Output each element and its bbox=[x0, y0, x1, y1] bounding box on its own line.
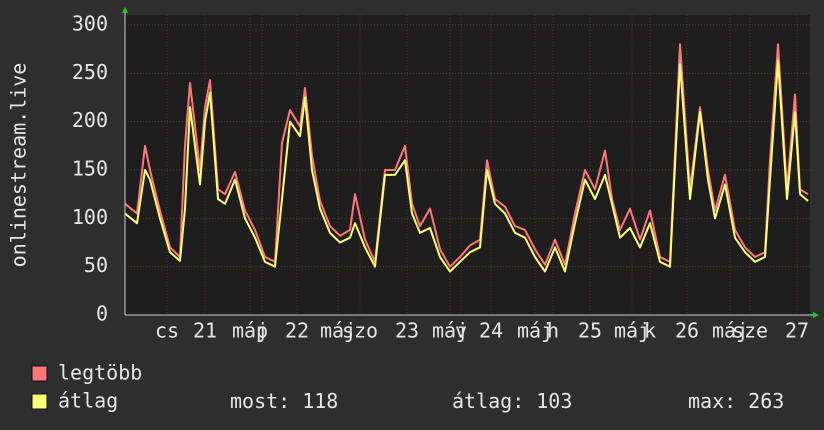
x-tick-label: 24 bbox=[479, 319, 503, 343]
x-tick-label: h bbox=[547, 319, 559, 343]
x-tick-label: 26 bbox=[675, 319, 699, 343]
x-tick-label: máj bbox=[517, 319, 553, 343]
y-tick-label: 100 bbox=[72, 205, 108, 229]
x-tick-label: sze bbox=[732, 319, 768, 343]
legend: legtöbb átlag most: 118 átlag: 103 max: 263 bbox=[31, 361, 784, 413]
plot-area bbox=[125, 15, 810, 315]
x-tick-label: máj bbox=[232, 319, 268, 343]
x-tick-label: 27 bbox=[785, 319, 809, 343]
x-tick-label: k bbox=[644, 319, 656, 343]
stat-label: átlag: bbox=[452, 389, 524, 413]
legend-label: átlag bbox=[58, 389, 118, 413]
y-tick-label: 200 bbox=[72, 108, 108, 132]
axis-arrow bbox=[813, 312, 819, 318]
series-line bbox=[124, 59, 809, 273]
x-tick-label: máj bbox=[320, 319, 356, 343]
x-tick-label: máj bbox=[432, 319, 468, 343]
y-tick-label: 0 bbox=[96, 302, 108, 326]
stat: max: 263 bbox=[688, 389, 784, 413]
stat-label: most: bbox=[230, 389, 290, 413]
x-tick-label: szo bbox=[342, 319, 378, 343]
x-tick-label: máj bbox=[614, 319, 650, 343]
x-tick-label: 25 bbox=[578, 319, 602, 343]
x-tick-label: cs bbox=[155, 319, 179, 343]
x-tick-label: v bbox=[455, 319, 467, 343]
y-tick-label: 150 bbox=[72, 157, 108, 181]
stat-value: 118 bbox=[302, 389, 338, 413]
plot bbox=[124, 43, 809, 273]
x-tick-label: 21 bbox=[193, 319, 217, 343]
axis-arrow bbox=[122, 7, 128, 13]
stat-value: 263 bbox=[748, 389, 784, 413]
grid bbox=[125, 15, 810, 316]
y-tick-label: 250 bbox=[72, 60, 108, 84]
y-tick-label: 50 bbox=[84, 253, 108, 277]
y-tick-label: 300 bbox=[72, 12, 108, 36]
x-tick-label: p bbox=[256, 319, 268, 343]
y-axis-label: onlinestream.live bbox=[7, 63, 31, 268]
legend-swatch bbox=[31, 365, 48, 382]
stat-value: 103 bbox=[536, 389, 572, 413]
stat: átlag: 103 bbox=[452, 389, 572, 413]
legend-label: legtöbb bbox=[58, 361, 142, 385]
legend-swatch bbox=[31, 393, 48, 410]
stat-label: max: bbox=[688, 389, 736, 413]
x-tick-label: 22 bbox=[285, 319, 309, 343]
x-tick-label: 23 bbox=[395, 319, 419, 343]
stat: most: 118 bbox=[230, 389, 338, 413]
x-tick-label: máj bbox=[712, 319, 748, 343]
